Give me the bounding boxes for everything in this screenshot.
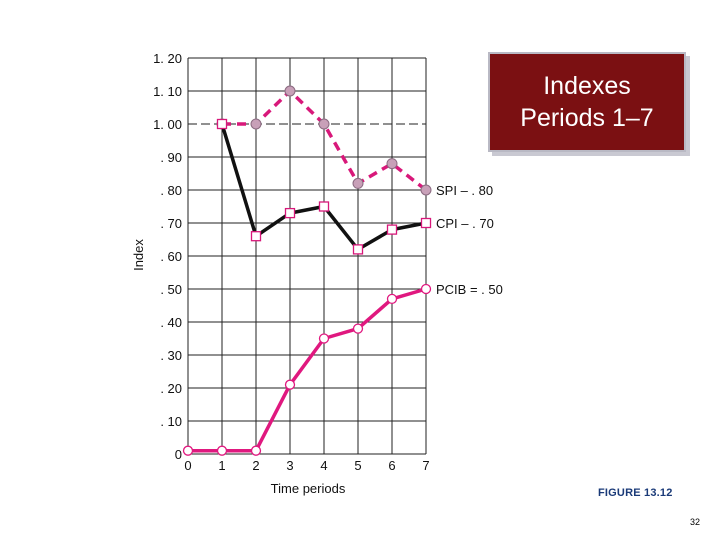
data-point <box>420 217 432 229</box>
data-point <box>386 224 398 235</box>
chart-series: SPI – . 80 CPI – . 70 PCIB = . 50 <box>182 85 503 456</box>
x-tick-label: 4 <box>320 458 327 473</box>
y-tick-label: . 90 <box>160 150 182 165</box>
y-tick-label: . 20 <box>160 381 182 396</box>
x-tick-label: 3 <box>286 458 293 473</box>
series-label: SPI – . 80 <box>436 183 493 198</box>
x-tick-label: 0 <box>184 458 191 473</box>
x-axis-title: Time periods <box>271 481 346 496</box>
data-point <box>250 118 262 130</box>
data-point <box>216 118 228 130</box>
y-tick-label: . 30 <box>160 348 182 363</box>
data-point <box>318 333 330 344</box>
slide-title-box: Indexes Periods 1–7 <box>488 52 686 152</box>
data-point <box>284 207 296 219</box>
y-tick-label: 0 <box>175 447 182 462</box>
y-tick-label: . 70 <box>160 216 182 231</box>
x-tick-label: 6 <box>388 458 395 473</box>
chart-grid <box>187 57 427 455</box>
x-tick-label: 5 <box>354 458 361 473</box>
series-group: CPI – . 70 <box>216 118 494 255</box>
x-tick-label: 7 <box>422 458 429 473</box>
series-label: CPI – . 70 <box>436 216 494 231</box>
page-number: 32 <box>690 517 701 527</box>
data-point <box>352 323 364 334</box>
data-point <box>182 445 194 456</box>
y-tick-label: 1. 20 <box>153 51 182 66</box>
data-point <box>386 293 398 305</box>
slide-title-line-2: Periods 1–7 <box>520 104 654 132</box>
data-point <box>352 177 364 189</box>
data-point <box>250 445 262 456</box>
y-tick-label: . 10 <box>160 414 182 429</box>
slide-title-line-1: Indexes <box>543 72 631 100</box>
y-axis-title: Index <box>131 239 146 271</box>
series-group: PCIB = . 50 <box>182 282 503 456</box>
y-tick-label: . 40 <box>160 315 182 330</box>
y-tick-label: . 80 <box>160 183 182 198</box>
data-point <box>216 445 228 456</box>
data-point <box>284 379 296 390</box>
series-group: SPI – . 80 <box>216 85 493 198</box>
data-point <box>386 158 398 170</box>
y-tick-label: . 60 <box>160 249 182 264</box>
data-point <box>420 184 432 196</box>
x-tick-label: 2 <box>252 458 259 473</box>
y-tick-label: 1. 00 <box>153 117 182 132</box>
y-tick-label: . 50 <box>160 282 182 297</box>
figure-caption: FIGURE 13.12 <box>598 487 673 499</box>
x-tick-label: 1 <box>218 458 225 473</box>
data-point <box>420 283 432 295</box>
data-point <box>318 201 330 212</box>
data-point <box>250 231 262 242</box>
data-point <box>318 118 330 130</box>
data-point <box>352 244 364 255</box>
data-point <box>284 85 296 97</box>
series-line <box>188 287 427 453</box>
y-tick-label: 1. 10 <box>153 84 182 99</box>
series-label: PCIB = . 50 <box>436 282 503 297</box>
axis-ticks: 0 1 2 3 4 5 6 7 0 . 10 . 20 . 30 . 40 . 50 . 60 . 70 . 8… <box>153 51 430 473</box>
